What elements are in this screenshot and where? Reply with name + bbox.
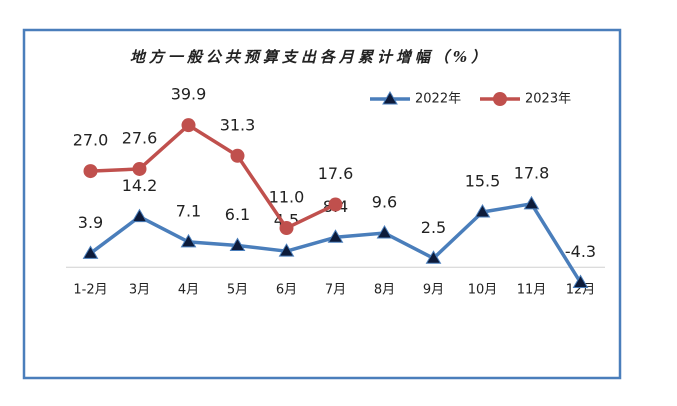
point (376, 225, 393, 239)
point (328, 197, 343, 212)
data-label: 27.0 (73, 131, 109, 150)
data-label: 17.8 (514, 163, 550, 182)
x-tick-label: 5月 (227, 283, 248, 298)
point (180, 233, 197, 248)
point (278, 243, 295, 257)
point (181, 118, 196, 133)
point (474, 204, 491, 218)
data-label: 3.9 (78, 213, 103, 232)
x-tick-label: 7月 (325, 283, 346, 298)
legend-label: 2022年 (415, 92, 461, 107)
point (572, 274, 589, 289)
data-label: 31.3 (220, 115, 256, 134)
data-label: 17.6 (318, 164, 354, 183)
point (82, 245, 99, 259)
data-label: 11.0 (269, 188, 305, 207)
point (132, 161, 147, 176)
point (83, 164, 98, 179)
point (230, 148, 245, 163)
point (327, 229, 344, 243)
x-tick-label: 9月 (423, 283, 444, 298)
point (279, 221, 294, 236)
point (131, 208, 148, 223)
data-label: -4.3 (565, 242, 596, 261)
x-tick-label: 6月 (276, 283, 297, 298)
x-tick-label: 4月 (178, 283, 199, 298)
x-tick-label: 10月 (468, 283, 498, 298)
legend-label: 2023年 (525, 92, 571, 107)
chart-title: 地方一般公共预算支出各月累计增幅（%） (130, 48, 490, 66)
data-label: 6.1 (225, 205, 250, 224)
data-label: 14.2 (122, 176, 158, 195)
x-tick-label: 3月 (129, 283, 150, 298)
point (229, 237, 246, 251)
data-label: 9.6 (372, 193, 397, 212)
series-line (90, 123, 337, 230)
point (382, 91, 398, 105)
point (493, 92, 507, 106)
data-label: 7.1 (176, 201, 201, 220)
data-label: 39.9 (171, 85, 207, 104)
x-tick-label: 11月 (517, 283, 547, 298)
data-label: 2.5 (421, 218, 446, 237)
data-label: 27.6 (122, 128, 158, 147)
x-tick-label: 12月 (566, 283, 596, 298)
data-label: 15.5 (465, 172, 501, 191)
point (523, 195, 540, 210)
x-tick-label: 1-2月 (73, 283, 107, 298)
point (425, 250, 442, 264)
x-tick-label: 8月 (374, 283, 395, 298)
